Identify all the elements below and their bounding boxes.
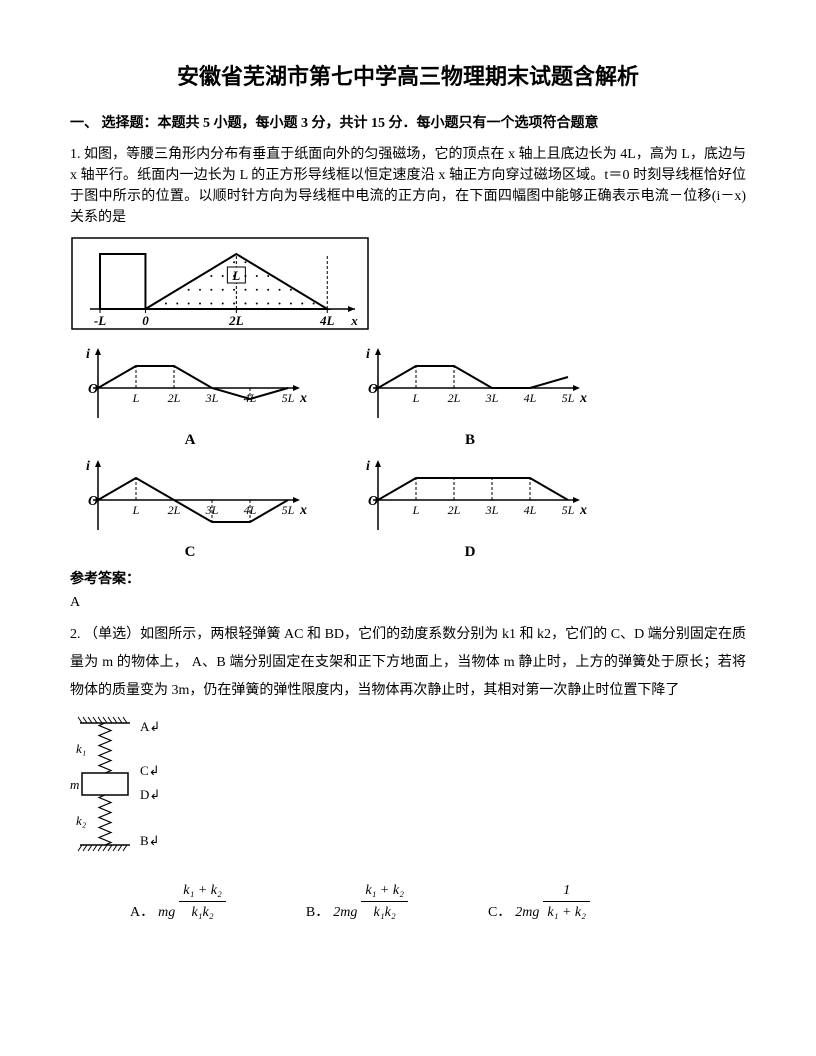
svg-text:-L: -L [94,313,106,328]
svg-text:x: x [579,503,587,518]
chart-c-label: C [70,541,310,564]
svg-text:3L: 3L [485,391,499,405]
option-c-label: C． [488,902,511,923]
chart-b-label: B [350,429,590,452]
svg-text:O: O [368,382,378,397]
svg-text:i: i [86,347,90,362]
option-b: B． 2mg k₁ + k₂ k₁k₂ [306,880,408,923]
chart-d: Oi x L 2L 3L 4L 5L D [350,456,590,564]
option-a-num: k₁ + k₂ [179,880,226,902]
chart-a: OixL2L3L4L5L A [70,344,310,452]
svg-text:5L: 5L [562,503,575,517]
chart-b: Oi x L 2L 3L 4L 5L B [350,344,590,452]
svg-text:i: i [366,347,370,362]
svg-text:k₂: k₂ [76,813,87,828]
svg-text:4L: 4L [319,313,335,328]
svg-text:O: O [88,494,98,509]
svg-text:2L: 2L [228,313,244,328]
svg-text:x: x [350,313,358,328]
page-title: 安徽省芜湖市第七中学高三物理期末试题含解析 [70,60,746,93]
svg-text:L: L [132,503,140,517]
svg-text:D↲: D↲ [140,787,160,802]
svg-text:L: L [412,391,420,405]
option-b-den: k₁k₂ [361,902,408,923]
option-c-num: 1 [543,880,590,902]
chart-d-label: D [350,541,590,564]
option-a-label: A． [130,902,154,923]
svg-text:k₁: k₁ [76,741,86,756]
svg-text:3L: 3L [205,391,219,405]
option-b-label: B． [306,902,329,923]
svg-text:4L: 4L [524,503,537,517]
svg-text:A↲: A↲ [140,719,160,734]
option-a: A． mg k₁ + k₂ k₁k₂ [130,880,226,923]
svg-text:L: L [412,503,420,517]
chart-a-label: A [70,429,310,452]
section-heading: 一、 选择题：本题共 5 小题，每小题 3 分，共计 15 分．每小题只有一个选… [70,113,746,134]
svg-text:i: i [366,459,370,474]
option-c-prefix: 2mg [515,902,539,923]
svg-text:3L: 3L [485,503,499,517]
option-b-num: k₁ + k₂ [361,880,408,902]
svg-text:2L: 2L [448,391,461,405]
svg-text:O: O [368,494,378,509]
answer-value: A [70,592,746,613]
svg-text:x: x [299,391,307,406]
svg-text:5L: 5L [562,391,575,405]
svg-text:5L: 5L [282,503,295,517]
option-a-prefix: mg [158,902,175,923]
option-b-prefix: 2mg [333,902,357,923]
svg-text:x: x [579,391,587,406]
svg-text:2L: 2L [168,391,181,405]
svg-text:x: x [299,503,307,518]
svg-text:L: L [132,391,140,405]
q1-text: 1. 如图，等腰三角形内分布有垂直于纸面向外的匀强磁场，它的顶点在 x 轴上且底… [70,144,746,228]
q2-options: A． mg k₁ + k₂ k₁k₂ B． 2mg k₁ + k₂ k₁k₂ C… [70,880,746,923]
answer-label: 参考答案： [70,569,746,590]
svg-text:4L: 4L [524,391,537,405]
svg-text:C↲: C↲ [140,763,160,778]
svg-text:5L: 5L [282,391,295,405]
q2-text: 2. （单选）如图所示，两根轻弹簧 AC 和 BD，它们的劲度系数分别为 k1 … [70,621,746,705]
svg-text:2L: 2L [448,503,461,517]
svg-text:2L: 2L [168,503,181,517]
svg-text:i: i [86,459,90,474]
chart-c: OixL2L3L4L5L C [70,456,310,564]
svg-text:0: 0 [142,313,149,328]
q2-diagram: A↲ k₁ C↲ m D↲ k₂ B↲ [70,713,746,870]
svg-text:O: O [88,382,98,397]
option-a-den: k₁k₂ [179,902,226,923]
option-c: C． 2mg 1 k₁ + k₂ [488,880,590,923]
svg-text:B↲: B↲ [140,833,160,848]
svg-text:L: L [231,268,240,283]
q1-main-figure: -L 0 2L 4L x L [70,236,746,338]
option-c-den: k₁ + k₂ [543,902,590,923]
svg-text:m: m [70,777,79,792]
